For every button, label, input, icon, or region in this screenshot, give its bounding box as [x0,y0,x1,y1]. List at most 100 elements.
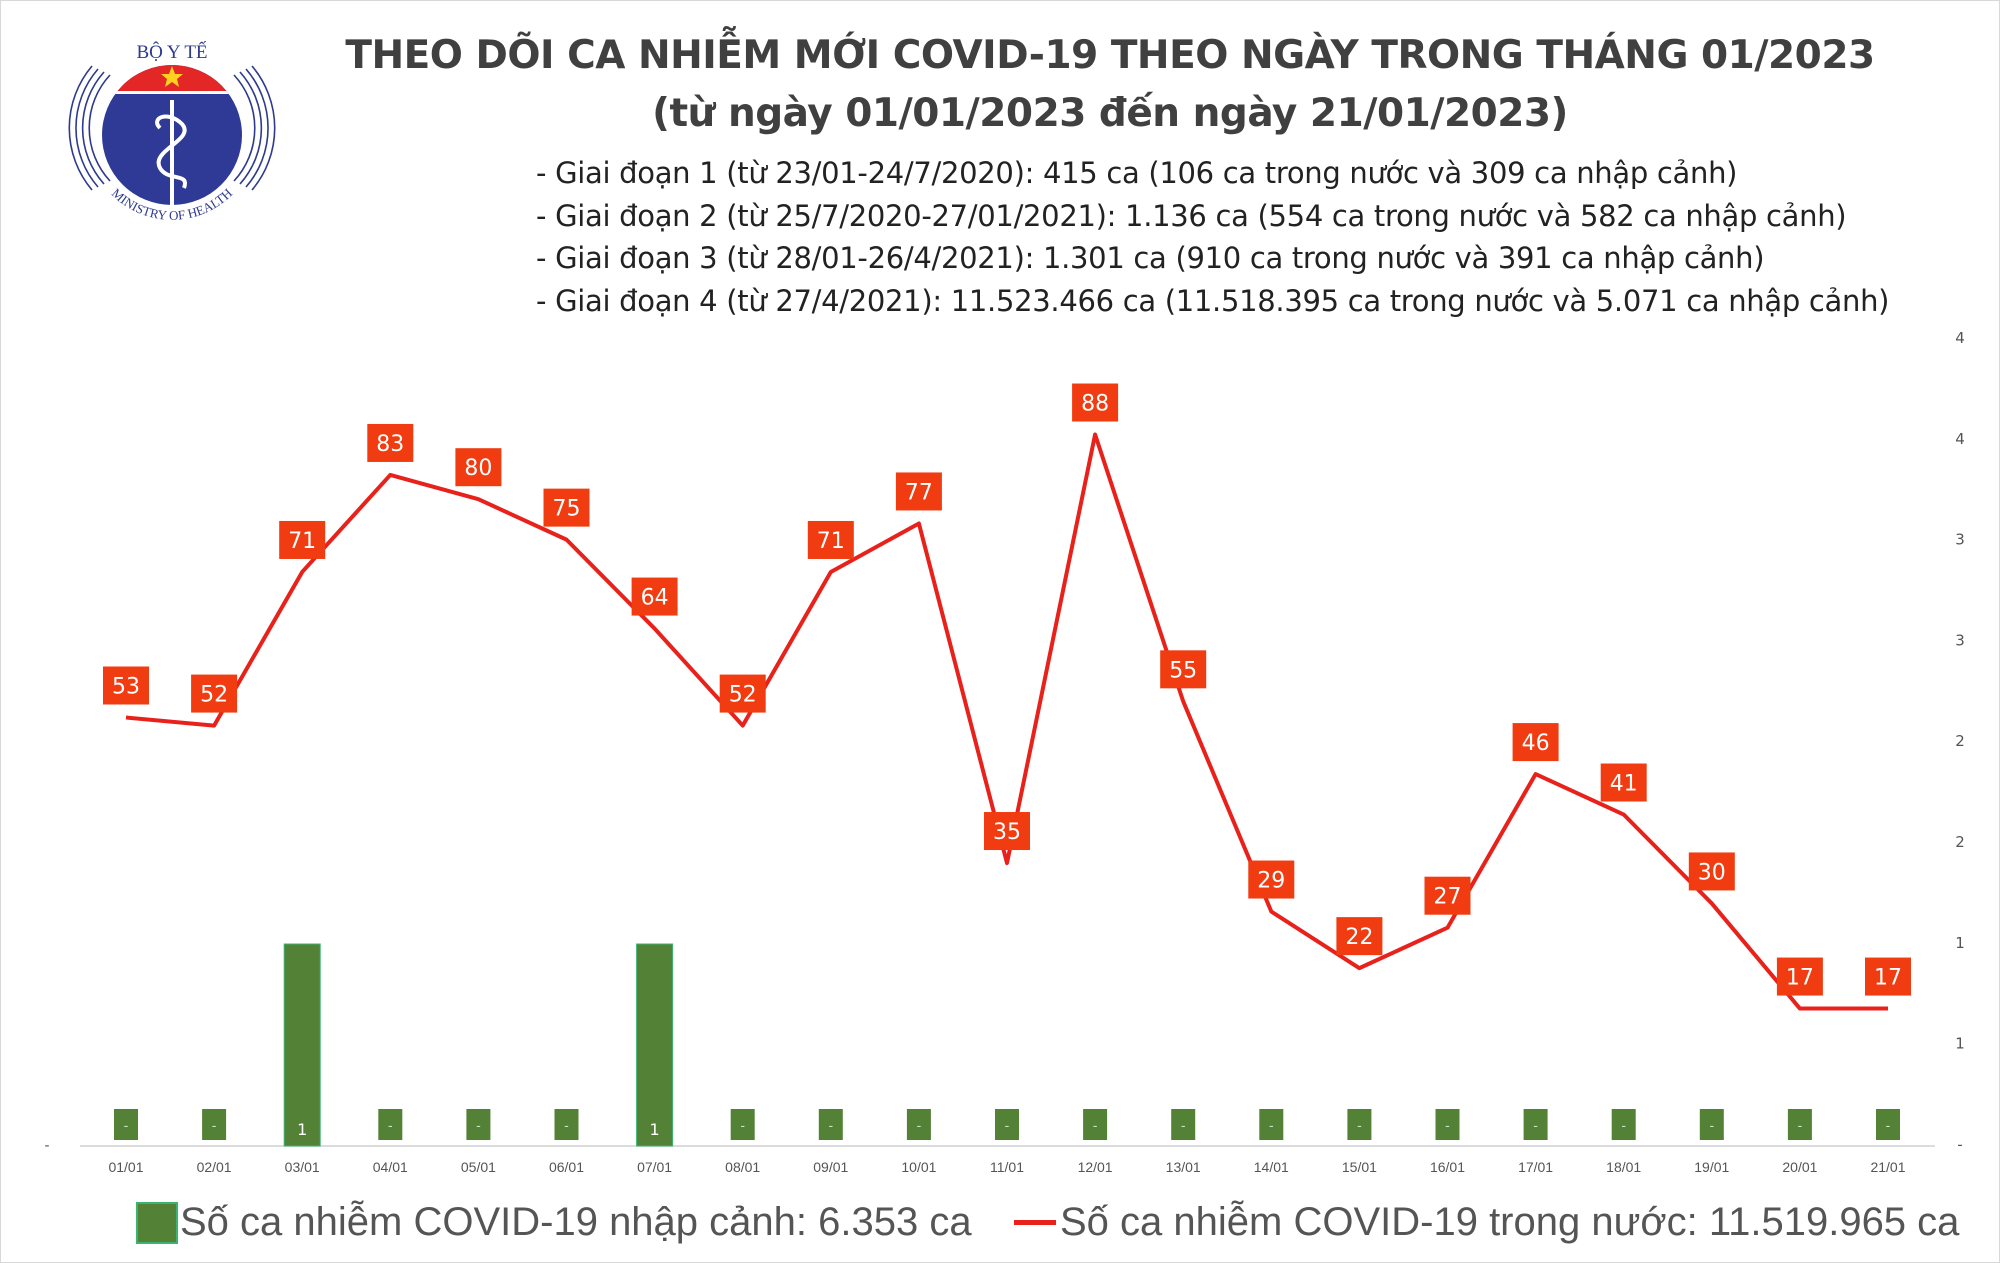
x-tick-label: 19/01 [1694,1159,1729,1175]
bar-zero-label-box[interactable] [995,1109,1019,1140]
line-value-label-box [367,423,414,462]
line-value-label-box [631,577,678,616]
bar-value-label: - [1357,1117,1362,1133]
x-tick-label: 13/01 [1166,1159,1201,1175]
bar-value-label: - [1621,1117,1626,1133]
bar-zero-label-box[interactable] [1083,1109,1108,1140]
x-tick-label: 12/01 [1078,1159,1113,1175]
bar-value-label: - [564,1117,569,1133]
x-tick-label: 04/01 [373,1159,408,1175]
ministry-of-health-logo: BỘ Y TẾ MINISTRY OF HEALTH [68,41,276,223]
line-value-label: 30 [1698,860,1726,885]
x-tick-label: 20/01 [1782,1159,1817,1175]
bar-value-label: - [1798,1117,1803,1133]
bar-value-label: - [124,1117,129,1133]
bar-value-label: - [1005,1117,1010,1133]
x-tick-label: 07/01 [637,1159,672,1175]
bar[interactable] [636,943,674,1147]
bar-value-label: - [1181,1117,1186,1133]
x-tick-label: 05/01 [461,1159,496,1175]
bar-zero-label-box[interactable] [1171,1109,1196,1140]
bar-zero-label-box[interactable] [554,1109,579,1140]
line-value-label-box [1336,917,1383,956]
line-value-label-box [1865,957,1911,996]
right-axis-tick-label: - [1957,1135,1962,1153]
x-tick-label: 21/01 [1870,1159,1905,1175]
line-value-label: 29 [1257,869,1285,894]
bar-zero-label-box[interactable] [202,1109,227,1140]
bar-zero-label-box[interactable] [730,1109,755,1140]
legend-item-domestic[interactable]: Số ca nhiễm COVID-19 trong nước: 11.519.… [1014,1200,1959,1245]
bar-zero-label-box[interactable] [1347,1109,1372,1140]
bar-zero-label-box[interactable] [818,1109,843,1140]
bar-zero-label-box[interactable] [114,1109,138,1140]
x-tick-label: 14/01 [1254,1159,1289,1175]
legend-item-imported[interactable]: Số ca nhiễm COVID-19 nhập cảnh: 6.353 ca [136,1200,972,1245]
bar-value-label: - [388,1117,393,1133]
line-value-label: 80 [464,456,492,481]
logo-top-text: BỘ Y TẾ [136,41,207,63]
phase-2-summary: - Giai đoạn 2 (từ 25/7/2020-27/01/2021):… [536,198,1847,233]
line-value-label-box [103,666,149,705]
line-value-label-box [279,520,326,559]
line-value-label: 17 [1874,966,1902,991]
chart-title: THEO DÕI CA NHIỄM MỚI COVID-19 THEO NGÀY… [345,33,1875,78]
line-value-label: 27 [1434,885,1462,910]
line-value-label: 35 [993,820,1021,845]
bar[interactable] [283,943,321,1147]
line-value-label-box [719,674,766,713]
bar-value-label: - [1445,1117,1450,1133]
phase-4-summary: - Giai đoạn 4 (từ 27/4/2021): 11.523.466… [536,283,1890,318]
line-value-label: 52 [729,683,757,708]
line-value-label: 83 [376,432,404,457]
line-value-label: 71 [288,529,316,554]
x-tick-label: 17/01 [1518,1159,1553,1175]
bar-zero-label-box[interactable] [1259,1109,1284,1140]
line-value-label: 75 [553,497,581,522]
bar-zero-label-box[interactable] [1787,1109,1812,1140]
line-value-label: 77 [905,480,933,505]
right-axis-tick-label: 3 [1955,631,1965,649]
right-axis-tick-label: 1 [1955,1035,1965,1053]
legend-swatch-bar [136,1201,178,1244]
bar-value-label: - [476,1117,481,1133]
right-axis-tick-label: 1 [1955,934,1965,952]
line-value-label-box [1512,723,1559,762]
bar-zero-label-box[interactable] [466,1109,491,1140]
bar-zero-label-box[interactable] [1435,1109,1460,1140]
bar-value-label: 1 [297,1120,307,1139]
legend-label-imported: Số ca nhiễm COVID-19 nhập cảnh: 6.353 ca [180,1200,972,1244]
line-value-label-box [1688,852,1735,891]
line-value-label: 17 [1786,966,1814,991]
line-value-label-box [1160,650,1207,689]
x-tick-label: 09/01 [813,1159,848,1175]
bar-value-label: 1 [650,1120,660,1139]
bar-zero-label-box[interactable] [1699,1109,1724,1140]
bar-zero-label-box[interactable] [378,1109,403,1140]
bar-zero-label-box[interactable] [1611,1109,1636,1140]
bar-zero-label-box[interactable] [1523,1109,1548,1140]
domestic-cases-line[interactable] [125,432,1888,1011]
bar-value-label: - [828,1117,833,1133]
bar-value-label: - [1093,1117,1098,1133]
x-tick-label: 18/01 [1606,1159,1641,1175]
bar-value-label: - [212,1117,217,1133]
line-value-label-box [895,472,942,511]
right-axis-tick-label: 4 [1955,430,1965,448]
bar-value-label: - [740,1117,745,1133]
bar-zero-label-box[interactable] [906,1109,931,1140]
phase-1-summary: - Giai đoạn 1 (từ 23/01-24/7/2020): 415 … [536,156,1738,190]
x-tick-label: 15/01 [1342,1159,1377,1175]
line-value-label: 64 [641,586,669,611]
phase-summary-list: - Giai đoạn 1 (từ 23/01-24/7/2020): 415 … [536,152,1889,322]
chart-subtitle: (từ ngày 01/01/2023 đến ngày 21/01/2023) [652,91,1568,136]
line-value-label-box [1776,957,1823,996]
bar-value-label: - [1886,1117,1891,1133]
line-value-label-box [543,488,590,527]
bar-value-label: - [1269,1117,1274,1133]
bar-zero-label-box[interactable] [1876,1109,1900,1140]
line-value-label-box [1248,860,1295,899]
line-value-label-box [1600,763,1647,802]
x-tick-label: 08/01 [725,1159,760,1175]
